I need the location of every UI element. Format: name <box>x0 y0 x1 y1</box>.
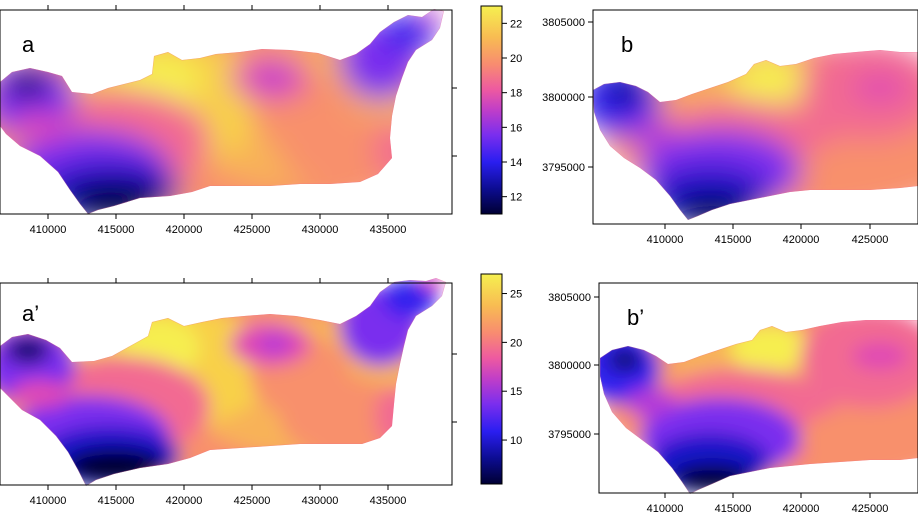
map-b2 <box>600 320 918 494</box>
map-b <box>593 50 918 220</box>
map-a2 <box>0 278 446 486</box>
map-a <box>0 9 444 214</box>
x-tick-label-a2-0: 410000 <box>30 495 67 507</box>
cb-top: 22 20 18 16 14 12 <box>480 5 522 215</box>
cb-bottom-tick-label-3: 10 <box>510 435 522 447</box>
x-tick-label-a2-4: 430000 <box>302 495 339 507</box>
cb-bottom-tick-label-1: 20 <box>510 337 522 349</box>
x-tick-label-a2-1: 415000 <box>98 495 135 507</box>
x-tick-label-b-1: 415000 <box>715 234 752 246</box>
cb-top-tick-label-5: 12 <box>510 192 522 204</box>
y-tick-label-b2-1: 3800000 <box>548 360 591 372</box>
x-tick-label-a-0: 410000 <box>30 224 67 236</box>
cb-top-tick-label-3: 16 <box>510 122 522 134</box>
panel-frame-a2 <box>0 282 453 486</box>
x-tick-label-a-5: 435000 <box>370 224 407 236</box>
cb-top-tick-label-1: 20 <box>510 53 522 65</box>
panel-frame-a <box>0 9 453 215</box>
x-tick-label-b2-3: 425000 <box>852 503 889 515</box>
panel-frame-b2 <box>598 282 918 494</box>
x-tick-label-a2-3: 425000 <box>234 495 271 507</box>
panel-frame-b <box>592 9 918 225</box>
x-tick-label-a-3: 425000 <box>234 224 271 236</box>
y-tick-label-b-1: 3800000 <box>542 92 585 104</box>
x-tick-label-b2-1: 415000 <box>715 503 752 515</box>
x-tick-label-b-2: 420000 <box>783 234 820 246</box>
cb-top-tick-label-2: 18 <box>510 88 522 100</box>
y-tick-label-b-2: 3795000 <box>542 162 585 174</box>
cb-top-bar <box>480 5 503 215</box>
x-tick-label-a-4: 430000 <box>302 224 339 236</box>
y-tick-label-b2-0: 3805000 <box>548 292 591 304</box>
x-tick-label-a-2: 420000 <box>166 224 203 236</box>
panel-label-a2: a’ <box>22 301 39 326</box>
x-tick-label-a-1: 415000 <box>98 224 135 236</box>
cb-bottom-tick-label-0: 25 <box>510 289 522 301</box>
y-tick-label-b2-2: 3795000 <box>548 429 591 441</box>
x-tick-label-b-3: 425000 <box>852 234 889 246</box>
cb-top-tick-label-0: 22 <box>510 18 522 30</box>
x-tick-label-b2-0: 410000 <box>647 503 684 515</box>
x-tick-label-b2-2: 420000 <box>783 503 820 515</box>
cb-bottom-tick-label-2: 15 <box>510 386 522 398</box>
cb-bottom-bar <box>480 273 503 485</box>
cb-bottom: 25 20 15 10 <box>480 273 522 485</box>
y-tick-label-b-0: 3805000 <box>542 17 585 29</box>
panel-label-a: a <box>22 32 35 57</box>
panel-label-b: b <box>621 32 633 57</box>
panel-label-b2: b’ <box>627 305 644 330</box>
cb-top-tick-label-4: 14 <box>510 157 522 169</box>
x-tick-label-b-0: 410000 <box>647 234 684 246</box>
x-tick-label-a2-2: 420000 <box>166 495 203 507</box>
x-tick-label-a2-5: 435000 <box>370 495 407 507</box>
